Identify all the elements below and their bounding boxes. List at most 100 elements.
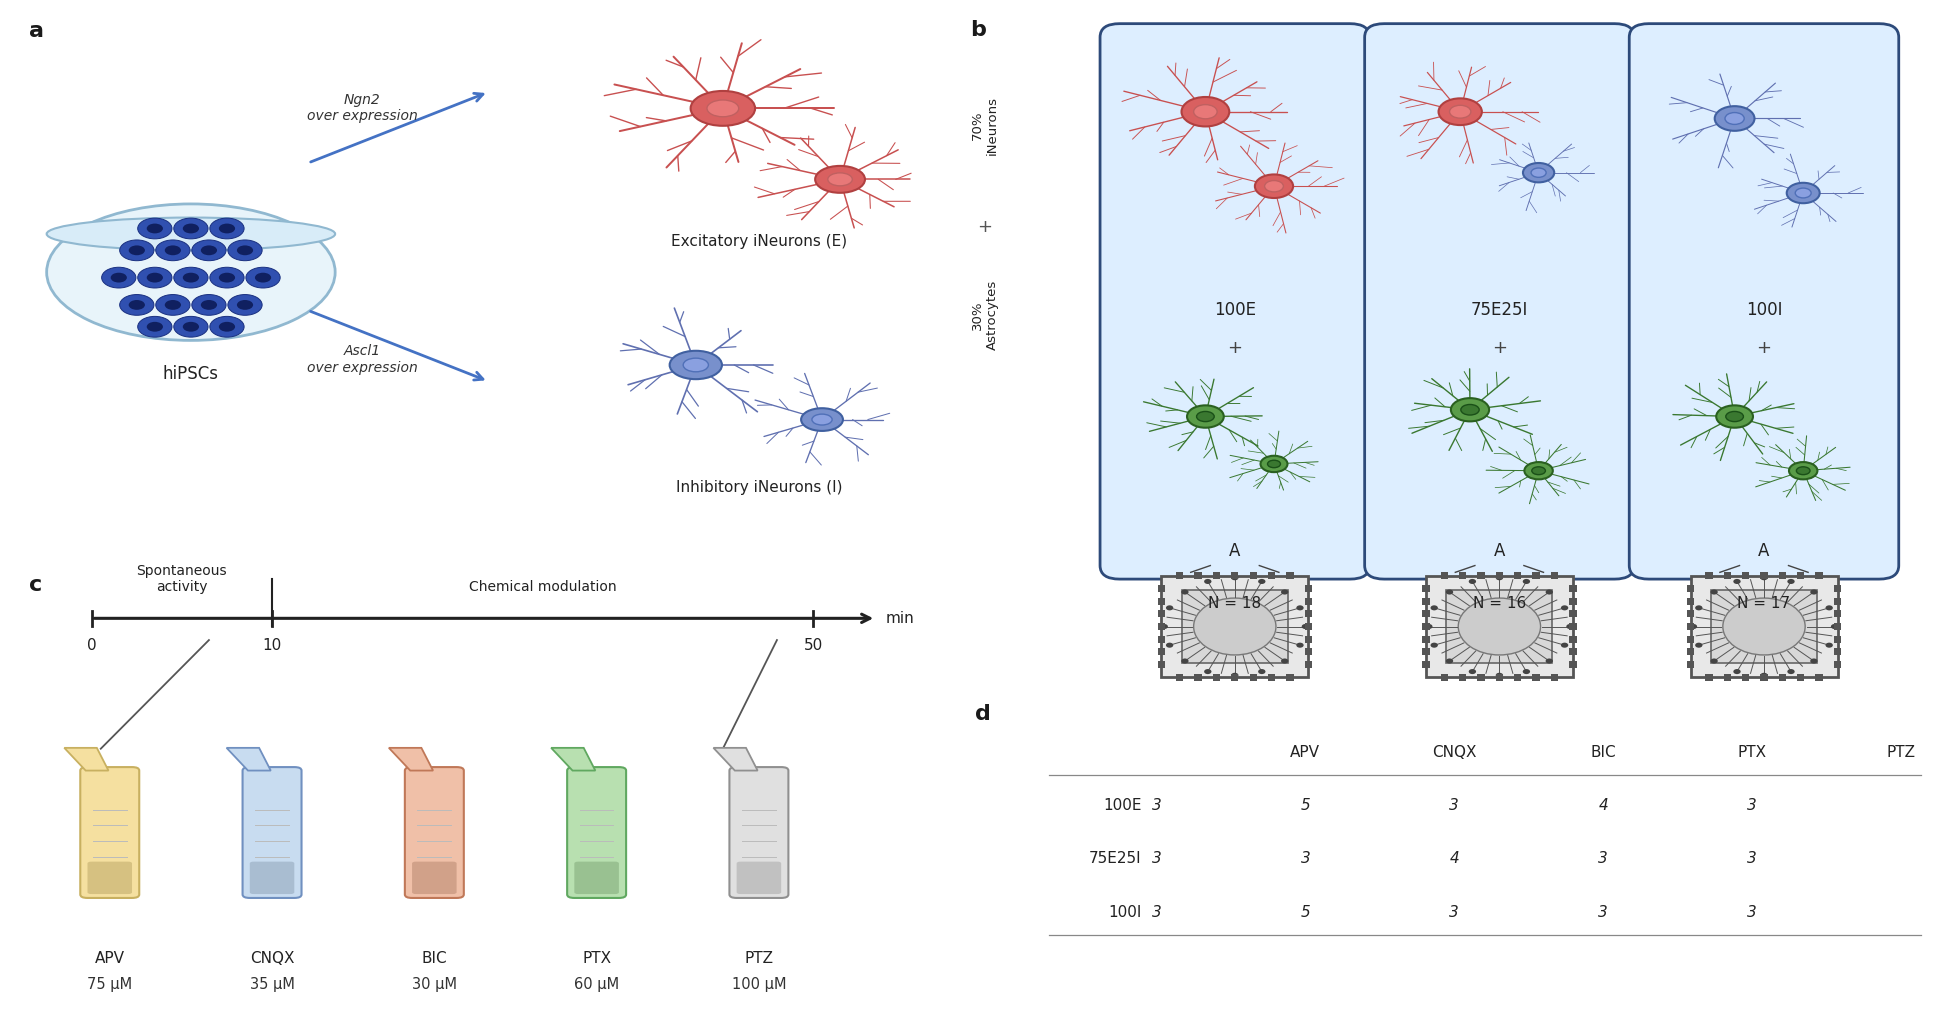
Text: 3: 3 bbox=[1748, 851, 1756, 866]
Circle shape bbox=[1495, 575, 1503, 580]
FancyBboxPatch shape bbox=[1305, 661, 1311, 668]
Circle shape bbox=[174, 316, 208, 337]
Circle shape bbox=[192, 240, 225, 261]
Circle shape bbox=[1690, 624, 1697, 629]
Text: 4: 4 bbox=[1599, 798, 1607, 813]
FancyBboxPatch shape bbox=[1250, 572, 1256, 579]
Text: 10: 10 bbox=[263, 638, 282, 653]
Circle shape bbox=[1811, 658, 1817, 663]
Ellipse shape bbox=[1254, 175, 1294, 198]
FancyBboxPatch shape bbox=[1305, 584, 1311, 592]
Text: 5: 5 bbox=[1301, 798, 1309, 813]
Text: 75 μM: 75 μM bbox=[86, 977, 133, 992]
FancyBboxPatch shape bbox=[1176, 673, 1184, 680]
Text: 3: 3 bbox=[1152, 798, 1160, 813]
FancyBboxPatch shape bbox=[1286, 572, 1294, 579]
Circle shape bbox=[147, 223, 163, 234]
Ellipse shape bbox=[690, 91, 755, 125]
FancyBboxPatch shape bbox=[1158, 623, 1164, 630]
Circle shape bbox=[147, 273, 163, 282]
Text: 30%
Astrocytes: 30% Astrocytes bbox=[970, 280, 1000, 350]
Text: PTZ: PTZ bbox=[1887, 745, 1915, 759]
Ellipse shape bbox=[802, 408, 843, 431]
FancyBboxPatch shape bbox=[1515, 673, 1521, 680]
Ellipse shape bbox=[1788, 183, 1819, 203]
Circle shape bbox=[1546, 589, 1552, 594]
FancyBboxPatch shape bbox=[1441, 572, 1448, 579]
Text: min: min bbox=[886, 611, 913, 626]
FancyBboxPatch shape bbox=[1688, 661, 1693, 668]
Circle shape bbox=[1733, 669, 1740, 674]
Circle shape bbox=[165, 300, 180, 309]
Text: 3: 3 bbox=[1152, 905, 1160, 920]
FancyBboxPatch shape bbox=[1797, 673, 1805, 680]
Circle shape bbox=[1182, 589, 1188, 594]
Ellipse shape bbox=[1260, 456, 1288, 472]
FancyBboxPatch shape bbox=[1305, 611, 1311, 618]
FancyBboxPatch shape bbox=[1570, 584, 1576, 592]
FancyBboxPatch shape bbox=[1570, 623, 1576, 630]
Text: +: + bbox=[1227, 339, 1243, 357]
FancyBboxPatch shape bbox=[1835, 623, 1840, 630]
Circle shape bbox=[1203, 669, 1211, 674]
Circle shape bbox=[220, 321, 235, 332]
FancyBboxPatch shape bbox=[1305, 636, 1311, 643]
Text: hiPSCs: hiPSCs bbox=[163, 365, 220, 383]
FancyBboxPatch shape bbox=[1550, 572, 1558, 579]
Circle shape bbox=[1425, 624, 1433, 629]
Circle shape bbox=[102, 267, 135, 288]
FancyBboxPatch shape bbox=[1688, 598, 1693, 605]
FancyBboxPatch shape bbox=[243, 767, 302, 898]
Text: 4: 4 bbox=[1450, 851, 1458, 866]
FancyBboxPatch shape bbox=[1231, 673, 1239, 680]
FancyBboxPatch shape bbox=[1305, 648, 1311, 655]
Ellipse shape bbox=[1450, 398, 1490, 422]
Circle shape bbox=[192, 294, 225, 315]
FancyBboxPatch shape bbox=[1688, 648, 1693, 655]
FancyBboxPatch shape bbox=[1158, 611, 1164, 618]
FancyBboxPatch shape bbox=[1570, 611, 1576, 618]
FancyBboxPatch shape bbox=[1423, 648, 1429, 655]
FancyBboxPatch shape bbox=[1835, 598, 1840, 605]
FancyBboxPatch shape bbox=[1364, 23, 1635, 579]
FancyBboxPatch shape bbox=[1423, 598, 1429, 605]
Circle shape bbox=[200, 246, 218, 255]
Text: c: c bbox=[29, 575, 41, 594]
Circle shape bbox=[210, 267, 245, 288]
Circle shape bbox=[1458, 599, 1541, 655]
Circle shape bbox=[1431, 643, 1439, 648]
Ellipse shape bbox=[1523, 163, 1554, 182]
Text: a: a bbox=[29, 21, 43, 41]
FancyBboxPatch shape bbox=[1533, 572, 1541, 579]
Circle shape bbox=[220, 273, 235, 282]
Text: N = 18: N = 18 bbox=[1207, 596, 1262, 611]
Text: A: A bbox=[1758, 542, 1770, 560]
Circle shape bbox=[129, 246, 145, 255]
FancyBboxPatch shape bbox=[1425, 575, 1574, 677]
Circle shape bbox=[227, 240, 263, 261]
FancyBboxPatch shape bbox=[1550, 673, 1558, 680]
FancyBboxPatch shape bbox=[406, 767, 465, 898]
FancyBboxPatch shape bbox=[1835, 584, 1840, 592]
Circle shape bbox=[1788, 579, 1795, 584]
FancyBboxPatch shape bbox=[1515, 572, 1521, 579]
FancyBboxPatch shape bbox=[1570, 598, 1576, 605]
FancyBboxPatch shape bbox=[1268, 673, 1276, 680]
Ellipse shape bbox=[1182, 97, 1229, 126]
Circle shape bbox=[1301, 624, 1309, 629]
FancyBboxPatch shape bbox=[1213, 673, 1219, 680]
Circle shape bbox=[137, 316, 172, 337]
FancyBboxPatch shape bbox=[80, 767, 139, 898]
FancyBboxPatch shape bbox=[574, 861, 619, 894]
Circle shape bbox=[1560, 643, 1568, 648]
Text: CNQX: CNQX bbox=[249, 951, 294, 966]
Circle shape bbox=[210, 218, 245, 239]
Text: 3: 3 bbox=[1450, 798, 1458, 813]
Text: Chemical modulation: Chemical modulation bbox=[468, 580, 615, 594]
Circle shape bbox=[129, 300, 145, 309]
Ellipse shape bbox=[47, 217, 335, 251]
FancyBboxPatch shape bbox=[1570, 661, 1576, 668]
Text: 3: 3 bbox=[1301, 851, 1309, 866]
FancyBboxPatch shape bbox=[1495, 673, 1503, 680]
Circle shape bbox=[1296, 606, 1303, 611]
